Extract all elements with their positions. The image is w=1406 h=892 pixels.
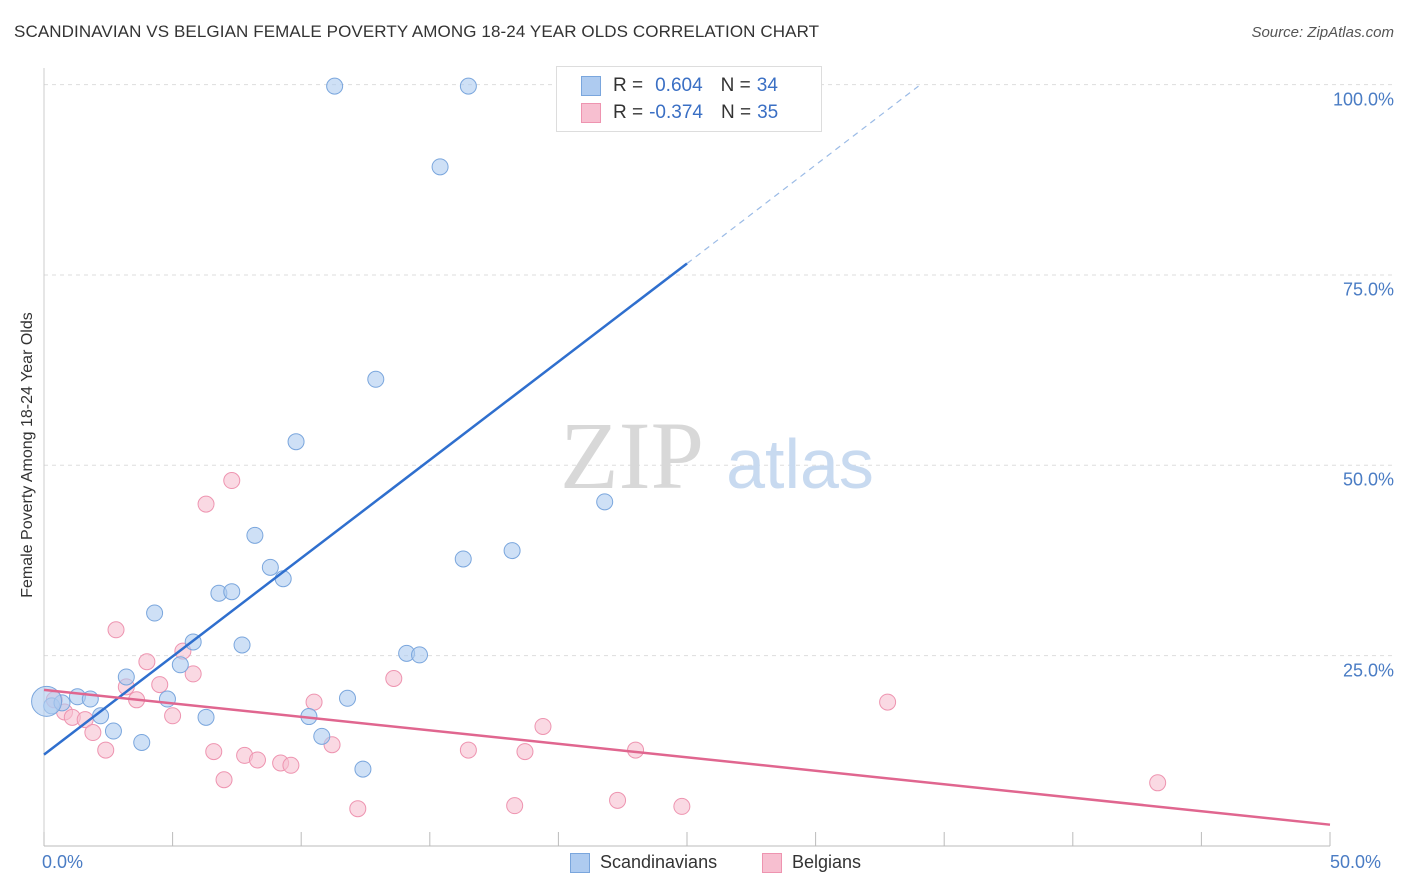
belgian-point bbox=[609, 791, 627, 809]
stats-legend: R = 0.604 N = 34 R = -0.374 N = 35 bbox=[556, 66, 822, 132]
scandinavian-point bbox=[459, 77, 477, 95]
scandinavian-point bbox=[117, 668, 135, 686]
belgian-point bbox=[879, 693, 897, 711]
belgian-point bbox=[385, 669, 403, 687]
scandinavian-point bbox=[261, 558, 279, 576]
x-tick-min: 0.0% bbox=[42, 852, 84, 872]
belgian-point bbox=[673, 797, 691, 815]
legend-r-label: R = bbox=[613, 75, 644, 96]
scandinavian-point bbox=[287, 433, 305, 451]
scandinavian-point bbox=[233, 636, 251, 654]
y-tick-label: 100.0% bbox=[1332, 89, 1394, 110]
scandinavian-point bbox=[338, 689, 356, 707]
scandinavian-point bbox=[503, 542, 521, 560]
legend-row-scandinavians: R = 0.604 N = 34 bbox=[581, 74, 778, 98]
watermark-zip: ZIP bbox=[560, 402, 704, 509]
belgian-point bbox=[459, 741, 477, 759]
belgian-point bbox=[97, 741, 115, 759]
belgian-point bbox=[205, 743, 223, 761]
gridlines bbox=[44, 84, 1392, 657]
scandinavian-point bbox=[171, 656, 189, 674]
legend-r-value: 0.604 bbox=[655, 75, 703, 96]
scandinavian-point bbox=[367, 370, 385, 388]
y-tick-label: 25.0% bbox=[1342, 660, 1394, 681]
watermark: ZIP atlas bbox=[560, 402, 874, 509]
belgian-point bbox=[534, 717, 552, 735]
scandinavian-point bbox=[133, 733, 151, 751]
scandinavian-point bbox=[596, 493, 614, 511]
belgian-trend-line bbox=[43, 688, 1331, 826]
scandinavian-point bbox=[454, 550, 472, 568]
scandinavian-point bbox=[104, 722, 122, 740]
scandinavian-point bbox=[197, 708, 215, 726]
legend-swatch-pink bbox=[762, 852, 782, 873]
chart-title: SCANDINAVIAN VS BELGIAN FEMALE POVERTY A… bbox=[14, 22, 820, 41]
belgian-point bbox=[84, 724, 102, 742]
scandinavian-points bbox=[31, 77, 614, 778]
y-tick-label: 50.0% bbox=[1342, 469, 1394, 490]
belgian-point bbox=[349, 800, 367, 818]
belgian-point bbox=[138, 653, 156, 671]
scandinavian-point bbox=[313, 727, 331, 745]
legend-swatch-blue bbox=[581, 76, 601, 96]
legend-swatch-pink bbox=[581, 103, 601, 123]
source-label: Source: ZipAtlas.com bbox=[1251, 24, 1394, 41]
legend-n-value: 34 bbox=[756, 75, 778, 96]
scandinavian-point bbox=[92, 707, 110, 725]
scandinavian-point bbox=[326, 77, 344, 95]
belgian-point bbox=[516, 743, 534, 761]
belgian-point bbox=[506, 797, 524, 815]
legend-n-label: N = bbox=[720, 102, 752, 123]
belgian-point bbox=[282, 756, 300, 774]
scandinavian-point bbox=[411, 646, 429, 664]
scandinavian-point bbox=[246, 526, 264, 544]
scandinavian-trend-extension bbox=[686, 85, 919, 265]
scandinavian-point bbox=[354, 760, 372, 778]
belgian-point bbox=[215, 771, 233, 789]
trend-lines bbox=[43, 85, 1331, 826]
belgian-point bbox=[107, 621, 125, 639]
legend-r-label: R = bbox=[613, 102, 644, 123]
legend-item-scandinavians: Scandinavians bbox=[570, 852, 717, 873]
legend-r-value: -0.374 bbox=[649, 102, 703, 123]
legend-label-belgians: Belgians bbox=[792, 852, 862, 872]
belgian-point bbox=[248, 751, 266, 769]
x-tick-max: 50.0% bbox=[1330, 852, 1382, 872]
legend-row-belgians: R = -0.374 N = 35 bbox=[581, 101, 778, 125]
belgian-point bbox=[151, 676, 169, 694]
belgian-point bbox=[164, 707, 182, 725]
belgian-point bbox=[197, 495, 215, 513]
belgian-point bbox=[184, 665, 202, 683]
belgian-points bbox=[45, 472, 1167, 818]
legend-label-scandinavians: Scandinavians bbox=[600, 852, 718, 872]
watermark-atlas: atlas bbox=[726, 425, 874, 503]
scandinavian-point bbox=[146, 604, 164, 622]
belgian-point bbox=[305, 693, 323, 711]
belgian-point bbox=[223, 472, 241, 490]
scandinavian-point bbox=[31, 685, 63, 717]
scandinavian-trend-line bbox=[43, 262, 688, 756]
legend-item-belgians: Belgians bbox=[762, 852, 861, 873]
scandinavian-point bbox=[431, 158, 449, 176]
legend-swatch-blue bbox=[570, 852, 590, 873]
legend-n-label: N = bbox=[720, 75, 751, 96]
y-tick-label: 75.0% bbox=[1342, 279, 1394, 300]
scandinavian-point bbox=[223, 583, 241, 601]
belgian-point bbox=[1149, 774, 1167, 792]
legend-n-value: 35 bbox=[757, 102, 779, 123]
